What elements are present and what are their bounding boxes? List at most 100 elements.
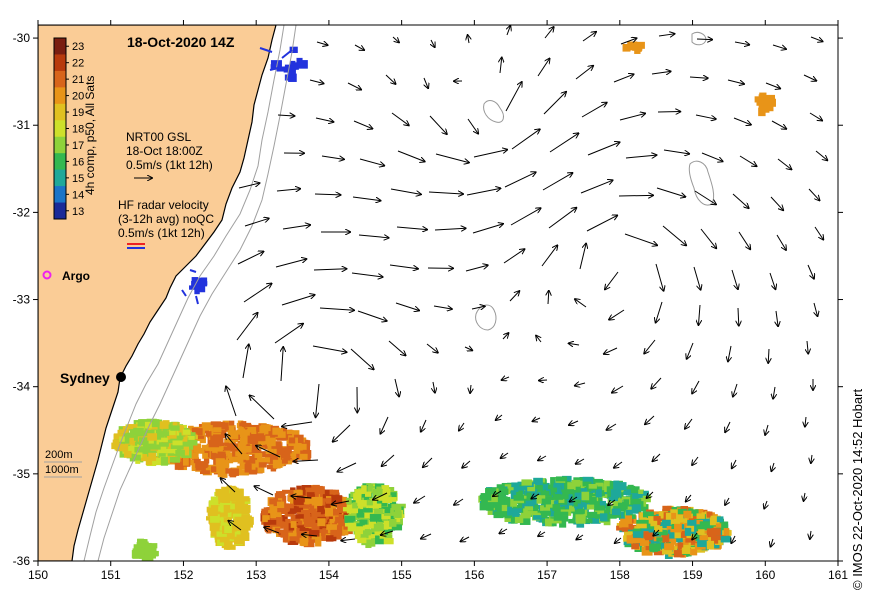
x-tick-label: 150 — [28, 568, 48, 582]
current-arrow — [693, 266, 701, 290]
current-arrow — [421, 533, 432, 539]
current-arrow — [738, 231, 750, 249]
current-arrow — [651, 377, 662, 389]
current-arrow — [291, 496, 312, 498]
gsl-legend-line2: 18-Oct 18:00Z — [126, 144, 203, 158]
current-arrow — [739, 155, 756, 166]
current-arrow — [424, 77, 428, 88]
current-arrow — [543, 92, 566, 115]
current-arrow — [470, 384, 471, 393]
x-tick-label: 154 — [319, 568, 339, 582]
current-arrow — [472, 224, 503, 234]
current-arrow — [612, 385, 624, 393]
hf-radar-arrow — [181, 289, 187, 297]
x-tick-label: 161 — [828, 568, 848, 582]
current-arrow — [569, 421, 579, 425]
current-arrow — [315, 117, 333, 122]
current-arrow — [353, 120, 372, 129]
current-arrow — [350, 348, 374, 369]
current-arrow — [312, 345, 346, 352]
current-arrow — [531, 494, 540, 499]
current-arrow — [811, 454, 812, 463]
current-arrow — [225, 434, 243, 455]
current-arrow — [768, 348, 769, 363]
current-arrow — [662, 225, 686, 245]
current-arrow — [282, 421, 313, 426]
current-arrow — [313, 269, 346, 270]
current-arrow — [541, 245, 557, 267]
current-arrow — [644, 339, 656, 353]
current-arrow — [732, 193, 749, 208]
current-arrow — [467, 118, 478, 134]
island-outline — [691, 31, 707, 46]
current-arrow — [804, 492, 805, 501]
current-arrow — [533, 418, 541, 421]
colorbar-tick-label: 14 — [72, 189, 84, 201]
current-arrow — [604, 347, 618, 354]
current-arrow — [625, 155, 656, 158]
y-tick-label: -30 — [13, 31, 31, 45]
current-arrow — [549, 133, 578, 153]
current-arrow — [473, 150, 507, 158]
y-tick-label: -34 — [13, 380, 31, 394]
current-arrow — [728, 345, 731, 361]
city-label: Sydney — [60, 370, 110, 386]
colorbar-swatch — [54, 54, 66, 72]
current-arrow — [500, 58, 502, 74]
current-arrow — [465, 265, 488, 272]
x-tick-label: 156 — [464, 568, 484, 582]
current-arrow — [319, 308, 354, 310]
current-arrow — [655, 263, 664, 291]
current-arrow — [615, 538, 622, 543]
current-arrow — [700, 228, 716, 248]
current-arrow — [274, 324, 303, 344]
gsl-legend-line1: NRT00 GSL — [126, 130, 191, 144]
current-arrow — [776, 234, 786, 250]
current-arrow — [385, 74, 396, 84]
isobath-200m — [83, 25, 285, 561]
current-arrow — [276, 189, 300, 191]
current-arrow — [434, 228, 466, 230]
current-arrow — [607, 423, 617, 430]
current-arrow — [433, 381, 435, 393]
colorbar-swatch — [54, 136, 66, 154]
current-arrow — [764, 500, 767, 509]
current-arrow — [771, 538, 773, 547]
current-arrow — [771, 120, 786, 129]
colorbar-tick-label: 13 — [72, 206, 84, 218]
current-arrow — [380, 416, 389, 434]
current-arrow — [539, 380, 548, 381]
hf-radar-arrow — [281, 49, 293, 59]
current-arrow — [431, 39, 435, 47]
current-arrow — [587, 142, 620, 156]
x-tick-label: 151 — [101, 568, 121, 582]
current-arrow — [725, 421, 731, 432]
current-arrow — [651, 71, 671, 74]
current-arrow — [727, 79, 744, 84]
current-arrow — [548, 291, 549, 305]
current-arrow — [423, 457, 433, 467]
x-tick-label: 159 — [683, 568, 703, 582]
current-arrow — [689, 77, 708, 78]
x-tick-label: 155 — [392, 568, 412, 582]
current-arrow — [228, 521, 242, 531]
current-arrow — [309, 80, 324, 83]
colorbar-swatch — [54, 70, 66, 88]
current-arrow — [389, 264, 418, 269]
current-arrow — [459, 422, 465, 431]
sydney-marker-icon — [116, 372, 126, 382]
current-arrow — [686, 494, 692, 501]
current-arrow — [807, 340, 808, 354]
current-arrow — [692, 532, 697, 539]
current-arrow — [316, 383, 320, 417]
hf-legend-line2: (3-12h avg) noQC — [118, 212, 214, 226]
current-arrow — [394, 378, 399, 396]
current-arrow — [576, 458, 585, 464]
current-arrow — [695, 114, 716, 119]
island-outline — [483, 100, 504, 123]
current-arrow — [542, 173, 572, 191]
current-arrow — [256, 446, 281, 458]
current-arrow — [254, 486, 274, 496]
current-arrow — [392, 36, 399, 42]
